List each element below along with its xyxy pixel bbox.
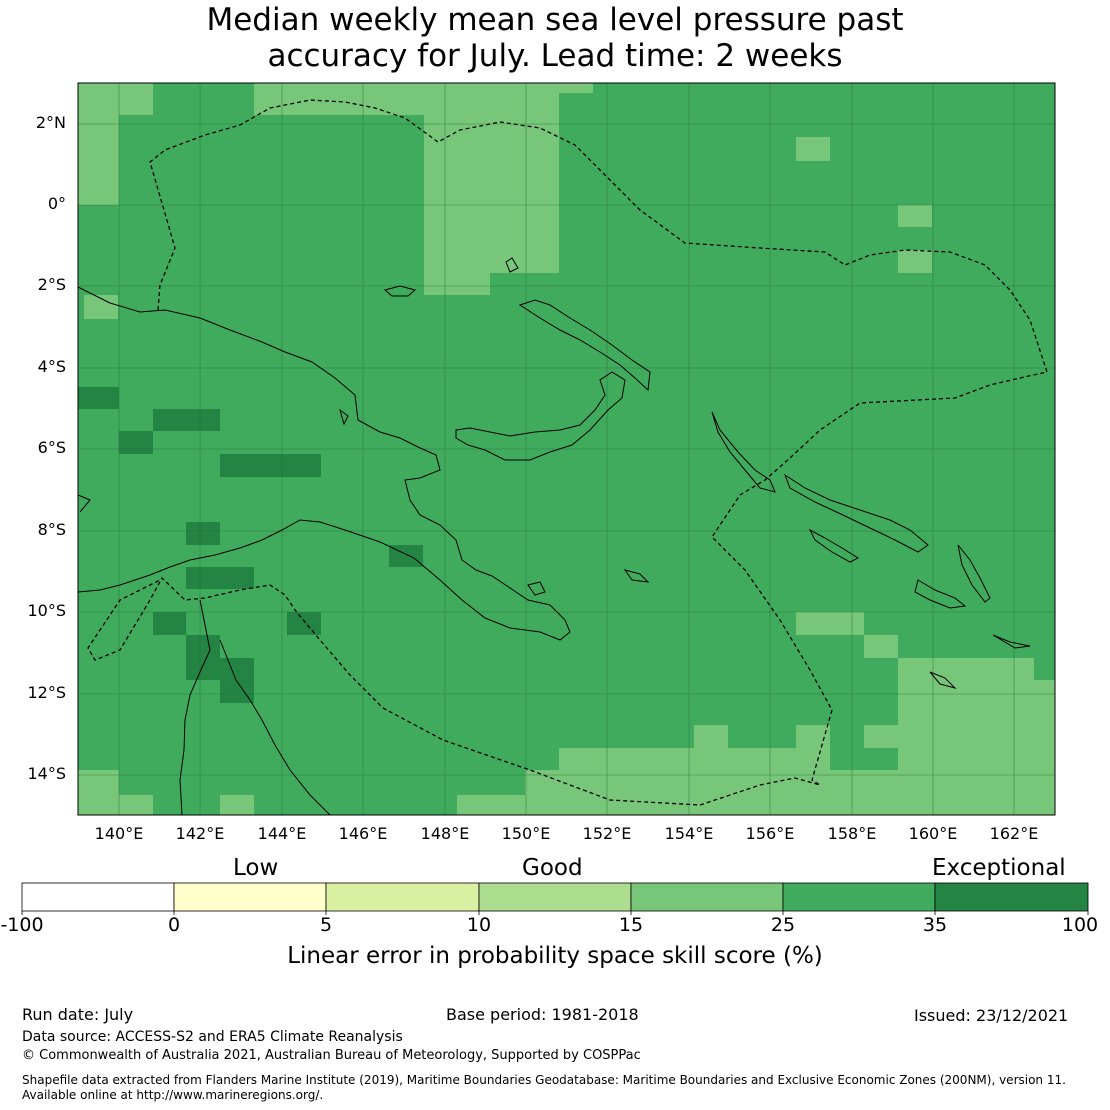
copyright: © Commonwealth of Australia 2021, Austra… — [22, 1048, 641, 1063]
skill-cells-good — [78, 83, 1055, 815]
lat-tick-0: 0° — [47, 194, 66, 213]
lon-tick-140E: 140°E — [94, 824, 144, 843]
island-small-2 — [505, 257, 519, 273]
base-period: Base period: 1981-2018 — [446, 1005, 639, 1024]
lat-tick-10S: 10°S — [27, 601, 66, 620]
lat-tick-14S: 14°S — [27, 764, 66, 783]
data-source: Data source: ACCESS-S2 and ERA5 Climate … — [22, 1029, 403, 1045]
title-line-1: Median weekly mean sea level pressure pa… — [206, 2, 904, 38]
new-britain-coast — [518, 299, 651, 392]
colorbar-tick-15: 15 — [618, 914, 644, 936]
solomons-coast-1 — [783, 473, 929, 553]
island-small-3 — [623, 569, 650, 583]
lon-tick-150E: 150°E — [501, 824, 551, 843]
new-guinea-coast — [77, 286, 571, 641]
colorbar-bin-neg100-0 — [21, 882, 175, 912]
title-line-2: accuracy for July. Lead time: 2 weeks — [267, 38, 843, 74]
lat-tick-2N: 2°N — [35, 113, 66, 132]
lon-tick-144E: 144°E — [257, 824, 307, 843]
island-small-4 — [929, 671, 957, 689]
colorbar-bin-35-100 — [934, 882, 1089, 912]
solomons-coast-3 — [957, 544, 991, 603]
colorbar-tick-100: 100 — [1061, 914, 1099, 936]
solomons-coast-4 — [808, 528, 860, 563]
colorbar — [21, 882, 1089, 915]
solomons-coast-2 — [914, 579, 967, 609]
issued-date: Issued: 23/12/2021 — [914, 1006, 1069, 1025]
island-small-6 — [527, 581, 546, 596]
bougainville-coast — [711, 411, 776, 493]
lat-tick-6S: 6°S — [37, 438, 66, 457]
colorbar-tick-35: 35 — [922, 914, 948, 936]
colorbar-bin-0-5 — [173, 882, 327, 912]
lat-tick-8S: 8°S — [37, 520, 66, 539]
colorbar-bin-25-35 — [782, 882, 936, 912]
colorbar-tick-5: 5 — [319, 914, 333, 936]
lon-tick-148E: 148°E — [420, 824, 470, 843]
lon-tick-156E: 156°E — [745, 824, 795, 843]
run-date: Run date: July — [22, 1005, 134, 1024]
north-coast — [455, 371, 626, 461]
shapefile-credit: Shapefile data extracted from Flanders M… — [22, 1073, 1066, 1087]
lon-tick-160E: 160°E — [908, 824, 958, 843]
island-ne — [339, 408, 349, 426]
lon-tick-142E: 142°E — [175, 824, 225, 843]
lon-tick-154E: 154°E — [664, 824, 714, 843]
lon-tick-162E: 162°E — [989, 824, 1039, 843]
coastlines — [77, 257, 1031, 816]
skill-cells-exceptional — [78, 387, 423, 703]
cape-york-east — [219, 639, 331, 816]
colorbar-tick-0: 0 — [167, 914, 181, 936]
irian-north — [77, 494, 91, 513]
colorbar-tick-25: 25 — [770, 914, 796, 936]
island-small-1 — [383, 285, 417, 297]
legend-category-good: Good — [522, 855, 583, 881]
colorbar-bin-15-25 — [630, 882, 784, 912]
lat-tick-2S: 2°S — [37, 275, 66, 294]
map-frame — [77, 82, 1056, 816]
legend-category-low: Low — [233, 855, 279, 881]
colorbar-bin-10-15 — [478, 882, 632, 912]
lon-tick-152E: 152°E — [582, 824, 632, 843]
colorbar-label: Linear error in probability space skill … — [287, 943, 823, 969]
lon-tick-146E: 146°E — [338, 824, 388, 843]
island-small-5 — [992, 634, 1031, 649]
colorbar-tick-10: 10 — [466, 914, 492, 936]
legend-category-exceptional: Exceptional — [932, 855, 1066, 881]
shapefile-url: Available online at http://www.marinereg… — [22, 1088, 324, 1102]
colorbar-tick-neg100: -100 — [0, 914, 44, 936]
cape-york-coast — [179, 599, 211, 816]
lat-tick-4S: 4°S — [37, 357, 66, 376]
lat-tick-12S: 12°S — [27, 683, 66, 702]
graticule — [78, 83, 1055, 815]
map-title: Median weekly mean sea level pressure pa… — [0, 2, 1110, 74]
lon-tick-158E: 158°E — [827, 824, 877, 843]
colorbar-bin-5-10 — [325, 882, 480, 912]
